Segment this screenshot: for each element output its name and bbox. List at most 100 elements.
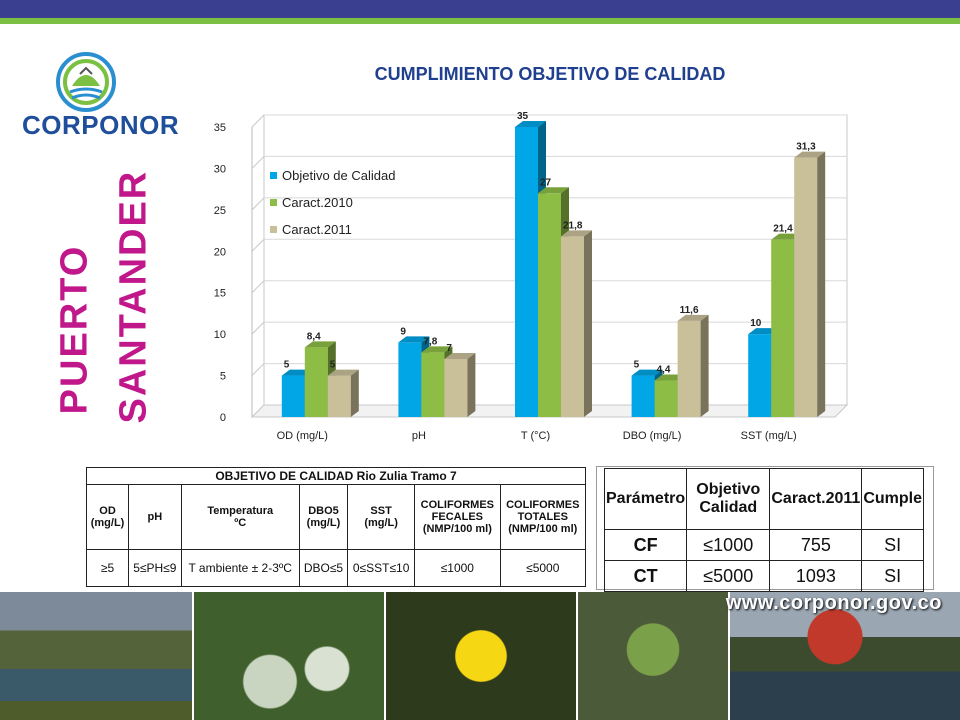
- bar: [281, 375, 305, 417]
- data-label: 9: [400, 326, 406, 337]
- bar-top: [444, 353, 476, 359]
- table2-row: CF ≤1000 755 SI: [603, 529, 924, 561]
- bar-side: [467, 353, 476, 417]
- y-tick-label: 25: [214, 205, 226, 217]
- bar: [444, 359, 468, 417]
- side-title-line1: PUERTO: [53, 244, 96, 415]
- x-tick-label: OD (mg/L): [277, 430, 328, 442]
- table1-header-text: (NMP/100 ml): [508, 523, 578, 535]
- y-tick-label: 5: [220, 371, 226, 383]
- table1-header-cell: DBO5 (mg/L): [298, 484, 349, 550]
- bar: [421, 352, 445, 417]
- red-tree-photo: [800, 592, 870, 720]
- table1-header-cell: Temperatura ºC: [180, 484, 300, 550]
- table1-values-row: ≥5 5≤PH≤9 T ambiente ± 2-3ºC DBO≤5 0≤SST≤10 ≤…: [85, 549, 587, 587]
- y-gridline-diag: [251, 156, 265, 169]
- bar: [748, 334, 772, 417]
- bar-side: [350, 369, 359, 417]
- table1-header-cell: COLIFORMES FECALES (NMP/100 ml): [414, 484, 501, 550]
- table1-header-text: SST: [370, 505, 392, 517]
- bar: [794, 157, 818, 417]
- table2-header-cell: Objetivo Calidad: [686, 468, 771, 530]
- data-label: 5: [634, 360, 640, 371]
- table2-row: CT ≤5000 1093 SI: [603, 560, 924, 592]
- bar: [771, 239, 795, 417]
- table1-value-cell: T ambiente ± 2-3ºC: [180, 549, 300, 587]
- data-label: 11,6: [680, 305, 699, 316]
- table1-value-cell: 5≤PH≤9: [128, 549, 182, 587]
- bar-top: [677, 314, 709, 321]
- bar-side: [817, 151, 826, 417]
- table1-header-text: FECALES: [431, 511, 484, 523]
- data-label: 31,3: [796, 142, 816, 153]
- table1-header-row: OD (mg/L) pH Temperatura ºC DBO5 (mg/L) SST (mg/…: [85, 484, 587, 550]
- y-gridline-diag: [251, 321, 265, 335]
- lake-photo: [0, 592, 192, 720]
- bar-top: [631, 369, 663, 376]
- table2-header-cell: Caract.2011: [769, 468, 863, 530]
- bar-top: [794, 151, 826, 158]
- table1-header-text: ºC: [234, 517, 247, 529]
- side-title-line2: SANTANDER: [112, 169, 155, 424]
- table1-value-cell: DBO≤5: [298, 549, 349, 587]
- bar-top: [304, 341, 336, 348]
- compliance-table: Parámetro Objetivo Calidad Caract.2011 Cump…: [603, 468, 924, 592]
- y-tick-label: 35: [214, 122, 226, 134]
- frailejon-photo: [194, 592, 384, 720]
- logo-text: CORPONOR: [22, 110, 180, 140]
- table1-header-text: (NMP/100 ml): [422, 523, 492, 535]
- table2-cell: SI: [861, 560, 924, 592]
- table1-header-cell: COLIFORMES TOTALES (NMP/100 ml): [499, 484, 587, 550]
- data-label: 35: [517, 111, 529, 122]
- landscape-photo-strip: www.corponor.gov.co: [0, 592, 960, 720]
- x-tick-label: pH: [412, 430, 426, 442]
- data-label: 5: [284, 360, 290, 371]
- y-gridline-diag: [251, 363, 265, 376]
- bar: [631, 375, 655, 417]
- y-tick-label: 20: [214, 246, 226, 258]
- table2-cell: ≤1000: [686, 529, 771, 561]
- y-tick-label: 0: [220, 412, 226, 424]
- bar: [398, 342, 422, 417]
- bar-top: [515, 121, 546, 127]
- top-accent-bar: [0, 18, 960, 24]
- table1-header-text: (mg/L): [364, 517, 398, 529]
- data-label: 4,4: [657, 365, 671, 376]
- y-gridline-diag: [251, 114, 265, 128]
- legend-label: Objetivo de Calidad: [282, 168, 395, 183]
- legend-label: Caract.2010: [282, 195, 353, 210]
- bromeliad-photo: [578, 592, 728, 720]
- bar-top: [327, 369, 359, 376]
- table2-cell: ≤5000: [686, 560, 771, 592]
- data-label: 27: [540, 177, 552, 188]
- data-label: 10: [750, 318, 762, 329]
- table1-header-text: (mg/L): [306, 517, 341, 529]
- table1-header-text: COLIFORMES: [506, 499, 580, 511]
- y-gridline-diag: [251, 238, 265, 252]
- table1-value-cell: 0≤SST≤10: [347, 549, 416, 587]
- y-tick-label: 15: [214, 288, 226, 300]
- data-label: 5: [330, 360, 336, 371]
- legend-swatch: [270, 226, 277, 233]
- y-gridline-diag: [251, 197, 265, 211]
- table2-cell: 1093: [769, 560, 863, 592]
- legend-label: Caract.2011: [282, 222, 352, 237]
- top-brand-bar: [0, 0, 960, 18]
- table1-header-text: DBO5: [308, 505, 339, 517]
- bar-side: [584, 230, 592, 417]
- table1-header-text: TOTALES: [517, 511, 568, 523]
- bar: [538, 193, 561, 417]
- table2-header-row: Parámetro Objetivo Calidad Caract.2011 Cump…: [603, 468, 924, 530]
- bar: [677, 320, 701, 417]
- data-label: 21,4: [773, 224, 793, 235]
- bar-top: [561, 230, 592, 237]
- yellow-flower-photo: [386, 592, 576, 720]
- table1-header-cell: pH: [128, 484, 182, 550]
- table1-value-cell: ≤1000: [414, 549, 501, 587]
- legend-swatch: [270, 199, 277, 206]
- x-tick-label: SST (mg/L): [741, 430, 797, 442]
- table1-caption: OBJETIVO DE CALIDAD Rio Zulia Tramo 7: [86, 467, 586, 485]
- table2-header-cell: Cumple: [861, 468, 924, 530]
- table2-header-cell: Parámetro: [603, 468, 688, 530]
- data-label: 21,8: [563, 220, 583, 231]
